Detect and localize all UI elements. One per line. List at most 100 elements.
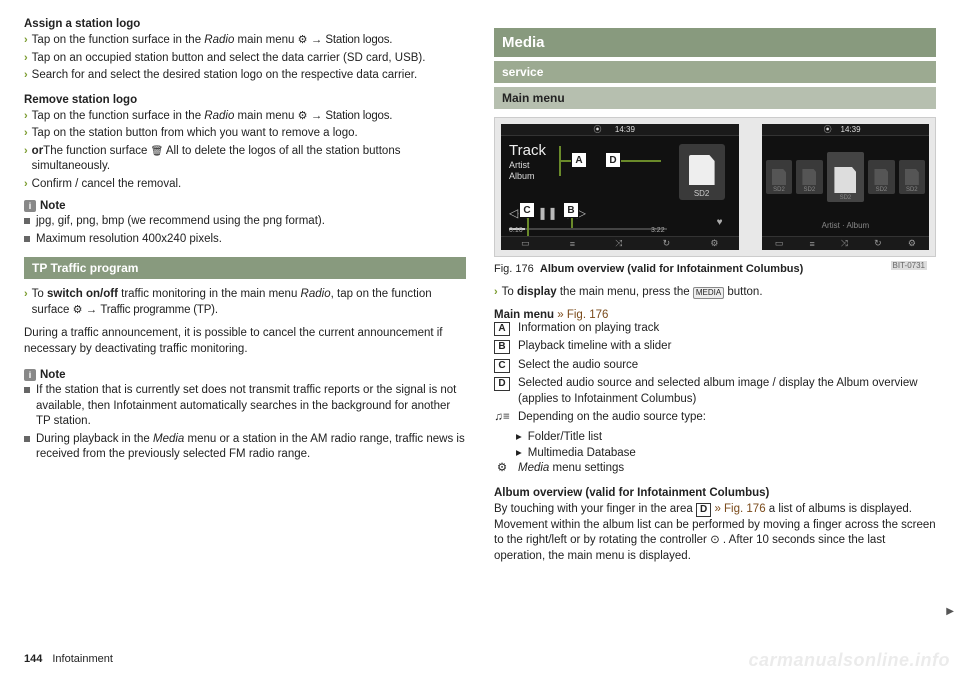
figure-screen-left: ⦿ 14:39 Track Artist Album SD2 ◁◁❚❚▷▷ 0:… bbox=[501, 124, 739, 250]
left-column: Assign a station logo › Tap on the funct… bbox=[24, 18, 466, 570]
gear-icon: ⚙ bbox=[298, 109, 308, 124]
callout-d: D bbox=[605, 152, 621, 168]
time-elapsed: 0:16 bbox=[509, 227, 523, 234]
fig-ref: » Fig. 176 bbox=[557, 309, 608, 321]
note-label: Note bbox=[40, 200, 66, 212]
text-italic: Radio bbox=[301, 288, 331, 300]
pause-icon: ❚❚ bbox=[537, 206, 557, 220]
text: jpg, gif, png, bmp (we recommend using t… bbox=[36, 214, 325, 230]
album-thumb-selected: SD2 bbox=[827, 152, 865, 202]
sd-card-icon bbox=[689, 155, 715, 185]
figure-caption: Fig. 176 Album overview (valid for Infot… bbox=[494, 263, 936, 275]
assign-step-3: ›Search for and select the desired stati… bbox=[24, 68, 466, 84]
shuffle-icon: ⤨ bbox=[615, 238, 622, 249]
figure-screen-right: ⦿ 14:39 SD2 SD2 SD2 SD2 SD2 Artist · Alb… bbox=[762, 124, 929, 250]
clock-text: 14:39 bbox=[615, 125, 635, 134]
favorite-icon: ♥ bbox=[717, 217, 723, 228]
def-b: BPlayback timeline with a slider bbox=[494, 339, 936, 355]
info-icon: i bbox=[24, 200, 36, 212]
text: Multimedia Database bbox=[528, 445, 636, 461]
text: Depending on the audio source type: bbox=[518, 410, 706, 426]
album-thumb: SD2 bbox=[796, 160, 822, 194]
letter-d-icon: D bbox=[494, 377, 509, 391]
tp-note-2: During playback in the Media menu or a s… bbox=[24, 432, 466, 463]
list-note-icon: ♫≡ bbox=[494, 410, 510, 426]
remove-step-1: › Tap on the function surface in the Rad… bbox=[24, 109, 466, 125]
chevron-icon: › bbox=[24, 144, 28, 159]
info-icon: i bbox=[24, 369, 36, 381]
square-bullet-icon bbox=[24, 387, 30, 393]
fig-number: Fig. 176 bbox=[494, 263, 534, 275]
tp-note-1: If the station that is currently set doe… bbox=[24, 383, 466, 430]
text: Tap on the station button from which you… bbox=[32, 126, 358, 142]
text: Maximum resolution 400x240 pixels. bbox=[36, 232, 222, 248]
album-overview-para: By touching with your finger in the area… bbox=[494, 502, 936, 564]
chevron-icon: › bbox=[24, 287, 28, 302]
remove-step-4: › Confirm / cancel the removal. bbox=[24, 177, 466, 193]
list-icon: ≡ bbox=[570, 239, 575, 249]
callout-c: C bbox=[519, 202, 535, 218]
text: Selected audio source and selected album… bbox=[518, 376, 936, 407]
callout-a: A bbox=[571, 152, 587, 168]
def-list: ♫≡ Depending on the audio source type: bbox=[494, 410, 936, 426]
note-item-2: Maximum resolution 400x240 pixels. bbox=[24, 232, 466, 248]
repeat-icon: ↻ bbox=[874, 238, 882, 249]
gear-icon: ⚙ bbox=[908, 238, 916, 249]
text: To bbox=[502, 286, 517, 298]
square-bullet-icon bbox=[24, 236, 30, 242]
remove-step-3: › orThe function surface 🗑 All to delete… bbox=[24, 144, 466, 175]
album-overview-heading: Album overview (valid for Infotainment C… bbox=[494, 487, 936, 499]
chevron-icon: › bbox=[24, 68, 28, 83]
section-name: Infotainment bbox=[52, 653, 113, 665]
figure-176: ⦿ 14:39 Track Artist Album SD2 ◁◁❚❚▷▷ 0:… bbox=[494, 117, 936, 257]
chevron-icon: › bbox=[24, 109, 28, 124]
time-total: 3:22 bbox=[651, 227, 665, 234]
text-italic: Radio bbox=[204, 110, 234, 122]
sd-label: SD2 bbox=[840, 195, 852, 201]
media-button-icon: MEDIA bbox=[693, 287, 724, 299]
source-icon: ▭ bbox=[775, 238, 784, 249]
text: Select the audio source bbox=[518, 358, 638, 374]
def-gear: ⚙ Media menu settings bbox=[494, 461, 936, 477]
note-heading: i Note bbox=[24, 200, 66, 212]
page-footer: 144Infotainment bbox=[24, 653, 113, 665]
menu-label: Station logos bbox=[325, 34, 389, 46]
text: menu settings bbox=[549, 462, 624, 474]
list-icon: ≡ bbox=[809, 239, 814, 249]
text: Confirm / cancel the removal. bbox=[32, 177, 182, 193]
text: traffic monitoring in the main menu bbox=[118, 288, 301, 300]
text: the main menu, press the bbox=[557, 286, 693, 298]
text-italic: Media bbox=[153, 433, 184, 445]
display-step: › To display the main menu, press the ME… bbox=[494, 285, 936, 301]
triangle-icon: ▸ bbox=[516, 429, 522, 445]
text: Folder/Title list bbox=[528, 429, 602, 445]
callout-b: B bbox=[563, 202, 579, 218]
chevron-icon: › bbox=[24, 177, 28, 192]
letter-d-icon: D bbox=[696, 503, 711, 517]
assign-heading: Assign a station logo bbox=[24, 18, 466, 30]
text: If the station that is currently set doe… bbox=[36, 383, 466, 430]
letter-a-icon: A bbox=[494, 322, 509, 336]
repeat-icon: ↻ bbox=[663, 238, 671, 249]
text: main menu bbox=[234, 110, 297, 122]
figure-bottombar: ▭≡⤨↻⚙ bbox=[501, 236, 739, 250]
figure-bottombar-r: ▭≡⤨↻⚙ bbox=[762, 236, 929, 250]
tp-paragraph: During a traffic announcement, it is pos… bbox=[24, 326, 466, 357]
text-italic: Media bbox=[518, 462, 549, 474]
track-album: Album bbox=[509, 171, 546, 182]
letter-c-icon: C bbox=[494, 359, 509, 373]
text: Tap on an occupied station button and se… bbox=[32, 51, 426, 67]
mainmenu-section-bar: Main menu bbox=[494, 87, 936, 109]
text: Tap on the function surface in the bbox=[32, 34, 205, 46]
def-list-sub2: ▸Multimedia Database bbox=[516, 445, 936, 461]
note-heading-2: iNote bbox=[24, 369, 66, 381]
square-bullet-icon bbox=[24, 218, 30, 224]
chevron-icon: › bbox=[24, 51, 28, 66]
text: By touching with your finger in the area bbox=[494, 503, 696, 515]
gear-icon: ⚙ bbox=[494, 461, 510, 477]
right-column: Media service Main menu ⦿ 14:39 Track Ar… bbox=[494, 18, 936, 570]
text: → bbox=[82, 304, 100, 316]
album-thumb: SD2 bbox=[868, 160, 894, 194]
remove-step-2: › Tap on the station button from which yo… bbox=[24, 126, 466, 142]
chevron-icon: › bbox=[24, 126, 28, 141]
